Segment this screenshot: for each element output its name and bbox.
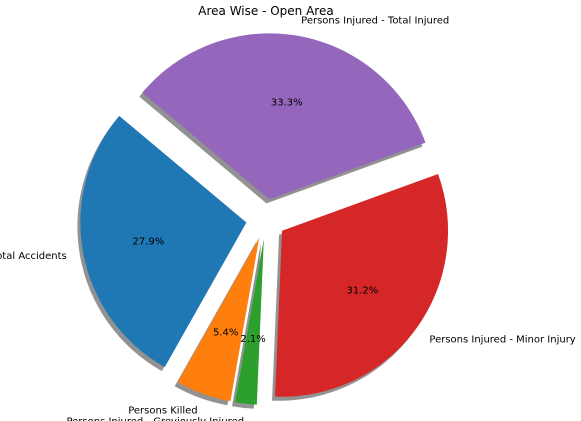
slices [80, 33, 449, 405]
pie-slice-persons-injured-total-injured [142, 33, 426, 200]
chart-title: Area Wise - Open Area [198, 4, 333, 18]
slice-percent-label: 2.1% [240, 334, 265, 345]
pie-slice-persons-injured-minor-injury [275, 173, 449, 397]
pie-slice-persons-killed [177, 237, 260, 402]
slice-category-label: Persons Injured - Minor Injury [429, 335, 575, 346]
slice-percent-label: 27.9% [133, 236, 165, 247]
slice-category-label: Persons Injured - Greviously Injured [66, 416, 244, 421]
slice-percent-label: 31.2% [347, 286, 379, 297]
slice-category-label: Persons Killed [128, 406, 197, 417]
slice-percent-label: 5.4% [213, 328, 238, 339]
slice-percent-label: 33.3% [271, 97, 303, 108]
slice-category-label: Persons Injured - Total Injured [301, 16, 449, 27]
slice-labels: 27.9% Total Accidents 5.4% Persons Killed 2.… [0, 16, 576, 421]
pie-slice-persons-injured-greviously-injured [235, 238, 264, 405]
pie-slice-total-accidents [80, 115, 247, 368]
slice-category-label: Total Accidents [0, 251, 67, 262]
